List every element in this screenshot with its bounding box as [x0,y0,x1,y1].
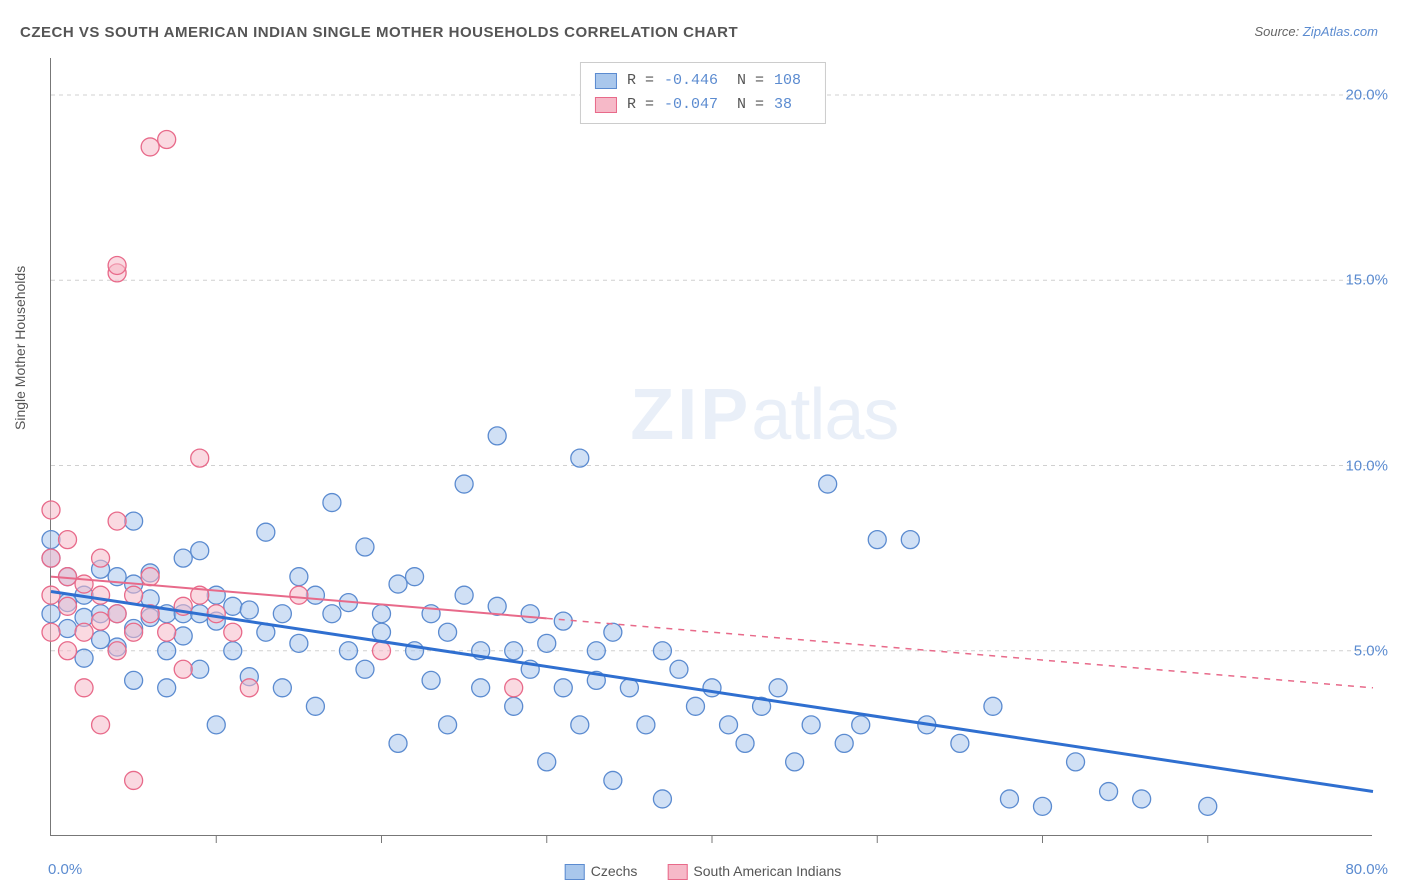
stats-n-sai: 38 [774,93,792,117]
stats-r-label: R = [627,93,654,117]
source-prefix: Source: [1254,24,1302,39]
legend-item-czechs: Czechs [565,863,638,880]
x-tick-min: 0.0% [48,861,82,878]
y-tick-label: 15.0% [1345,272,1388,289]
swatch-czechs [565,864,585,880]
stats-n-label: N = [728,69,764,93]
stats-r-sai: -0.047 [664,93,718,117]
plot-area: ZIPatlas [50,58,1372,836]
trend-layer [51,58,1372,835]
y-tick-label: 5.0% [1354,642,1388,659]
stats-n-czechs: 108 [774,69,801,93]
legend-label-czechs: Czechs [591,863,638,879]
source-link[interactable]: ZipAtlas.com [1303,24,1378,39]
stats-legend: R = -0.446 N = 108 R = -0.047 N = 38 [580,62,826,124]
y-axis-label: Single Mother Households [12,266,28,430]
stats-row-sai: R = -0.047 N = 38 [595,93,811,117]
stats-swatch-sai [595,97,617,113]
swatch-sai [667,864,687,880]
y-tick-label: 20.0% [1345,87,1388,104]
stats-row-czechs: R = -0.446 N = 108 [595,69,811,93]
y-tick-label: 10.0% [1345,457,1388,474]
chart-title: CZECH VS SOUTH AMERICAN INDIAN SINGLE MO… [20,24,738,41]
legend-item-sai: South American Indians [667,863,841,880]
stats-n-label: N = [728,93,764,117]
stats-r-label: R = [627,69,654,93]
x-tick-max: 80.0% [1345,861,1388,878]
legend-bottom: Czechs South American Indians [565,863,842,880]
stats-swatch-czechs [595,73,617,89]
stats-r-czechs: -0.446 [664,69,718,93]
legend-label-sai: South American Indians [693,863,841,879]
source-attribution: Source: ZipAtlas.com [1254,24,1378,39]
